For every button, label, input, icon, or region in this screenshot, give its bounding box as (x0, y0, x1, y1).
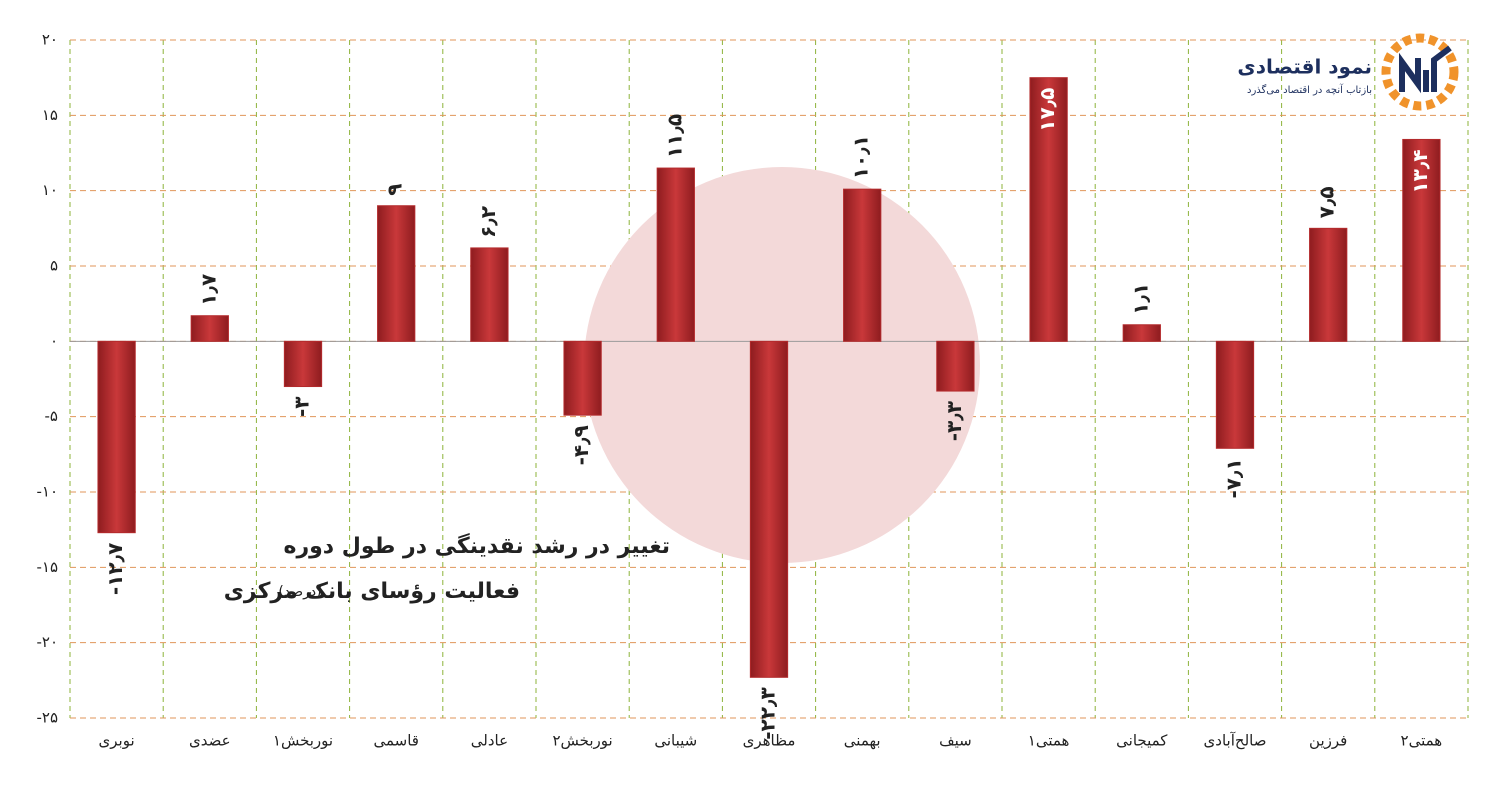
data-label: -۷٫۱ (1222, 458, 1246, 498)
bar (470, 247, 509, 342)
y-tick-label: ۵ (50, 257, 58, 275)
bar (1402, 138, 1441, 342)
data-label: ۱۷٫۵ (1035, 88, 1059, 132)
data-label: -۲۲٫۳ (756, 687, 780, 739)
x-tick-label: فرزین (1309, 732, 1347, 750)
x-tick-label: عضدی (189, 732, 231, 750)
brand-tagline: بازتاب آنچه در اقتصاد می‌گذرد (1247, 83, 1372, 96)
bar (843, 188, 882, 342)
y-tick-label: ۱۵ (42, 106, 58, 124)
data-label: ۱٫۷ (196, 274, 220, 306)
x-tick-label: عادلی (471, 732, 508, 750)
x-tick-label: کمیجانی (1116, 732, 1168, 750)
y-tick-label: ۲۰ (42, 31, 58, 49)
x-tick-label: نوربخش۱ (273, 732, 333, 750)
chart-title: فعالیت رؤسای بانک مرکزی (224, 579, 520, 604)
y-tick-label: ۰ (50, 332, 58, 350)
bar (97, 340, 136, 534)
data-label: -۱۲٫۷ (103, 543, 127, 595)
bar (283, 340, 323, 388)
x-tick-label: نوبری (99, 732, 135, 750)
y-tick-label: -۵ (45, 407, 58, 425)
data-label: -۴٫۹ (569, 425, 593, 465)
x-tick-label: قاسمی (373, 732, 418, 750)
y-tick-label: -۲۰ (36, 633, 58, 651)
x-tick-label: مظاهری (743, 732, 796, 750)
y-tick-label: -۲۵ (36, 709, 58, 727)
data-label: ۱٫۱ (1128, 283, 1152, 315)
bar (1029, 77, 1068, 342)
y-tick-label: -۱۰ (36, 483, 58, 501)
data-label: ۹ (383, 184, 407, 196)
x-tick-label: صالح‌آبادی (1204, 732, 1267, 750)
bar (936, 340, 975, 392)
x-tick-label: بهمنی (844, 732, 881, 750)
bar (377, 205, 416, 342)
x-tick-label: نوربخش۲ (552, 732, 612, 750)
y-tick-label: ۱۰ (42, 181, 58, 199)
unit-label: (درصد) (278, 584, 321, 600)
data-label: ۶٫۲ (476, 206, 500, 238)
bar (190, 315, 229, 342)
data-label: ۱۱٫۵ (662, 114, 686, 158)
x-tick-label: همتی۲ (1401, 732, 1443, 750)
data-label: ۷٫۵ (1315, 186, 1339, 218)
x-tick-label: شیبانی (654, 732, 697, 750)
x-tick-label: سیف (939, 732, 972, 750)
logo (1381, 33, 1459, 111)
x-tick-label: همتی۱ (1028, 732, 1070, 750)
bar (563, 340, 602, 416)
y-tick-label: -۱۵ (36, 558, 58, 576)
data-label: -۳ (290, 397, 314, 418)
bar (749, 340, 789, 678)
bar (1122, 324, 1161, 342)
data-label: -۳٫۳ (942, 401, 966, 441)
data-label: ۱۰٫۱ (849, 135, 873, 179)
bar (656, 167, 695, 342)
brand-name: نمود اقتصادی (1237, 55, 1372, 79)
bar (1309, 227, 1348, 342)
data-label: ۱۳٫۴ (1408, 149, 1432, 193)
chart-title: تغییر در رشد نقدینگی در طول دوره (283, 532, 670, 559)
bar (1215, 340, 1255, 449)
